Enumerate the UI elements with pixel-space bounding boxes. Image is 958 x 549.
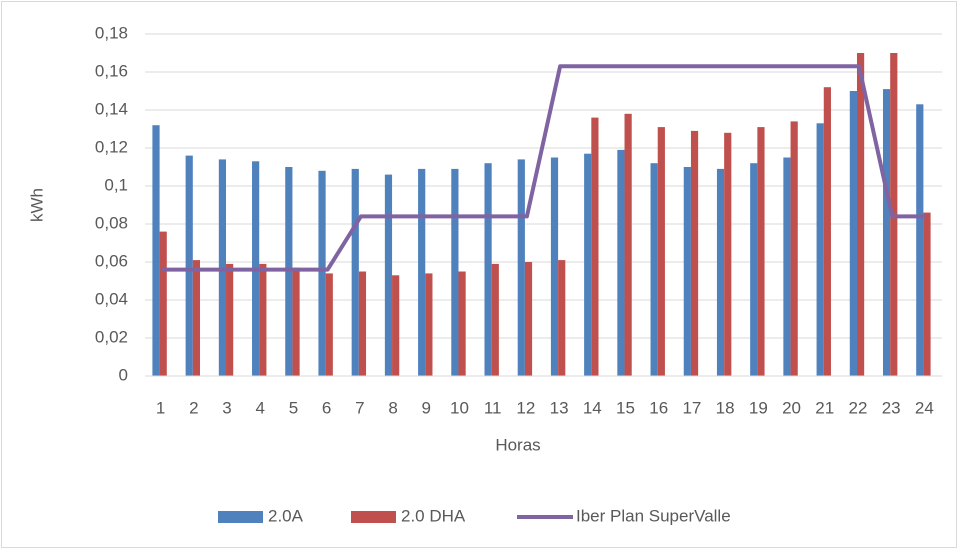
bar: [750, 163, 758, 376]
x-tick-label: 15: [616, 398, 635, 417]
bar: [226, 263, 234, 376]
bar: [292, 267, 300, 376]
x-tick-label: 5: [289, 398, 298, 417]
bar: [259, 263, 267, 376]
bar: [849, 91, 857, 376]
x-tick-label: 22: [849, 398, 868, 417]
bar: [856, 53, 865, 376]
y-tick-label: 0,14: [95, 99, 128, 118]
x-tick-label: 11: [484, 398, 502, 417]
y-tick-label: 0,1: [104, 175, 128, 194]
bar: [185, 155, 193, 376]
bar: [584, 153, 592, 376]
legend-swatch: [218, 511, 263, 523]
x-tick-label: 9: [422, 398, 431, 417]
bar: [550, 157, 559, 376]
x-tick-label: 14: [583, 398, 602, 417]
bar: [657, 127, 665, 376]
x-tick-label: 2: [189, 398, 198, 417]
x-tick-label: 17: [682, 398, 701, 417]
bar: [558, 260, 566, 376]
x-tick-label: 12: [516, 398, 535, 417]
bar: [916, 104, 924, 377]
legend-label: Iber Plan SuperValle: [576, 506, 731, 525]
x-tick-label: 23: [882, 398, 901, 417]
x-tick-label: 10: [450, 398, 469, 417]
bar: [882, 89, 891, 376]
x-tick-label: 6: [322, 398, 331, 417]
bar: [392, 275, 400, 376]
bar: [816, 123, 824, 376]
y-axis-label: kWh: [27, 188, 46, 222]
bar: [690, 130, 699, 376]
bar: [491, 263, 499, 376]
x-axis-label: Horas: [495, 435, 540, 454]
bar: [823, 87, 831, 376]
legend-label: 2.0 DHA: [401, 506, 466, 525]
x-tick-label: 7: [355, 398, 364, 417]
bar: [783, 157, 791, 376]
y-tick-label: 0,18: [95, 23, 128, 42]
bar: [358, 271, 367, 376]
bar: [152, 125, 160, 376]
x-tick-label: 20: [782, 398, 801, 417]
y-tick-label: 0,16: [95, 61, 128, 80]
bar: [517, 159, 525, 376]
bar: [484, 163, 492, 376]
bar: [923, 212, 931, 376]
bar: [418, 168, 426, 376]
bar: [757, 127, 765, 376]
bar: [790, 121, 798, 377]
bar: [351, 168, 359, 376]
x-tick-label: 1: [156, 398, 165, 417]
bar: [716, 168, 725, 376]
y-tick-label: 0,06: [95, 251, 128, 270]
bar: [724, 132, 732, 376]
bar: [159, 231, 167, 376]
x-tick-label: 19: [749, 398, 768, 417]
y-tick-label: 0,12: [95, 137, 128, 156]
bar: [624, 113, 632, 377]
x-tick-label: 24: [915, 398, 934, 417]
y-tick-label: 0: [119, 365, 128, 384]
x-tick-label: 3: [222, 398, 231, 417]
y-tick-label: 0,08: [95, 213, 128, 232]
bar: [318, 170, 326, 376]
bar: [325, 273, 333, 376]
legend-swatch: [351, 511, 396, 523]
bar: [650, 163, 658, 376]
bar: [425, 273, 433, 376]
y-tick-label: 0,02: [95, 327, 128, 346]
y-tick-label: 0,04: [95, 289, 128, 308]
x-tick-label: 8: [388, 398, 397, 417]
bar: [451, 168, 459, 376]
x-tick-label: 21: [815, 398, 834, 417]
x-tick-label: 4: [255, 398, 264, 417]
line-series: [161, 64, 926, 272]
x-tick-label: 13: [550, 398, 569, 417]
bar: [384, 174, 393, 376]
bar: [524, 262, 533, 376]
x-tick-label: 18: [716, 398, 735, 417]
bar: [591, 117, 599, 376]
bar: [683, 167, 691, 376]
x-tick-label: 16: [649, 398, 668, 417]
legend-label: 2.0A: [268, 506, 304, 525]
bar: [192, 260, 201, 376]
bar: [617, 149, 625, 376]
bar: [458, 271, 466, 376]
